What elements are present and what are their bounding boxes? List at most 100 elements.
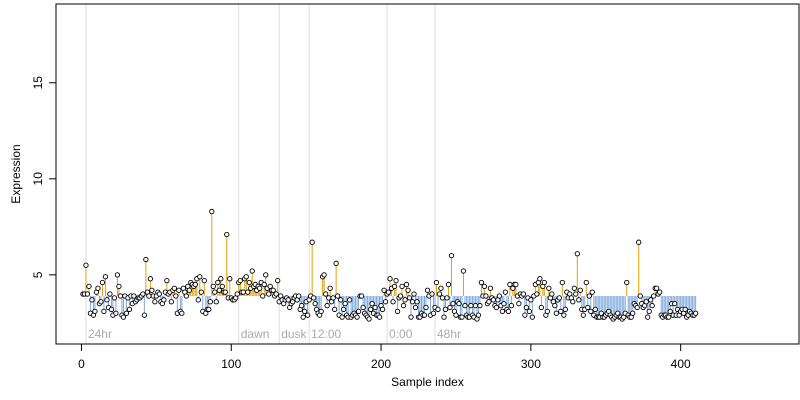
data-point xyxy=(394,308,401,314)
data-point xyxy=(646,308,652,314)
data-point xyxy=(502,289,509,295)
data-point xyxy=(173,293,179,299)
data-point xyxy=(475,312,482,318)
x-axis-title: Sample index xyxy=(391,375,464,389)
data-point xyxy=(143,256,149,263)
data-point xyxy=(651,293,657,299)
data-point xyxy=(358,293,365,299)
data-point xyxy=(654,285,660,291)
data-point xyxy=(546,285,552,291)
data-point xyxy=(102,274,109,280)
data-point xyxy=(270,287,276,293)
data-point xyxy=(83,262,89,268)
data-point xyxy=(201,277,207,284)
x-tick-label: 0 xyxy=(78,357,85,371)
data-point xyxy=(424,287,431,293)
data-point xyxy=(430,310,437,316)
data-point xyxy=(312,301,318,307)
data-point xyxy=(342,301,348,307)
data-point xyxy=(164,277,170,284)
data-point xyxy=(245,289,251,295)
data-point xyxy=(382,299,389,305)
data-point xyxy=(273,291,279,297)
data-point xyxy=(266,291,272,297)
data-point xyxy=(592,306,598,313)
vline-label: dusk xyxy=(281,327,307,341)
data-point xyxy=(526,308,533,314)
data-point xyxy=(501,301,507,307)
data-point xyxy=(528,297,534,303)
data-point xyxy=(399,283,405,290)
y-tick-label: 15 xyxy=(31,76,45,90)
data-point xyxy=(529,314,536,320)
vline-label: 24hr xyxy=(88,327,112,341)
data-point xyxy=(372,304,378,311)
data-point xyxy=(213,299,219,305)
data-point xyxy=(387,276,393,282)
data-point xyxy=(141,312,148,318)
data-point xyxy=(156,291,163,297)
data-point xyxy=(552,302,558,309)
data-point xyxy=(140,291,146,297)
data-point xyxy=(442,306,449,313)
data-point xyxy=(559,279,565,286)
data-point xyxy=(580,312,586,318)
data-point xyxy=(99,279,106,286)
data-point xyxy=(481,283,488,290)
data-point xyxy=(146,293,152,299)
data-point xyxy=(448,252,455,259)
data-point xyxy=(120,314,127,320)
data-point xyxy=(381,287,387,293)
data-point xyxy=(411,291,417,297)
data-point xyxy=(113,310,119,316)
data-point xyxy=(147,276,154,282)
data-point xyxy=(478,279,485,286)
data-point xyxy=(206,306,212,313)
data-point xyxy=(397,293,404,299)
data-point xyxy=(195,297,201,303)
data-point xyxy=(561,312,567,318)
data-point xyxy=(123,310,130,316)
data-point xyxy=(346,297,353,303)
data-point xyxy=(570,299,576,305)
data-point xyxy=(209,208,215,215)
data-point xyxy=(433,279,440,286)
data-point xyxy=(393,277,399,284)
data-point xyxy=(369,301,375,307)
data-point xyxy=(549,291,555,297)
data-point xyxy=(260,293,266,299)
data-point xyxy=(311,295,317,301)
data-point xyxy=(340,306,347,313)
data-point xyxy=(423,304,429,311)
data-point xyxy=(257,285,263,291)
data-point xyxy=(439,295,446,301)
data-point xyxy=(249,268,255,274)
data-point xyxy=(534,291,540,297)
data-point xyxy=(263,272,269,278)
data-point xyxy=(379,306,386,313)
data-point xyxy=(126,306,133,313)
data-point xyxy=(462,302,468,309)
data-point xyxy=(624,279,630,286)
data-point xyxy=(198,289,204,295)
data-point xyxy=(333,260,339,266)
data-point xyxy=(667,308,673,314)
vline-label: 48hr xyxy=(437,327,461,341)
data-point xyxy=(114,272,121,278)
data-point xyxy=(553,310,559,316)
data-point xyxy=(571,285,577,291)
data-point xyxy=(556,295,562,301)
data-point xyxy=(412,304,419,311)
vline-label: 0:00 xyxy=(389,327,413,341)
data-point xyxy=(171,285,177,291)
data-point xyxy=(107,291,113,297)
data-point xyxy=(322,291,329,297)
data-point xyxy=(576,297,582,303)
x-tick-label: 100 xyxy=(221,357,241,371)
data-point xyxy=(86,283,92,290)
data-point xyxy=(487,285,494,291)
data-point xyxy=(438,285,444,291)
data-point xyxy=(168,299,174,305)
stem-layer xyxy=(82,211,697,320)
